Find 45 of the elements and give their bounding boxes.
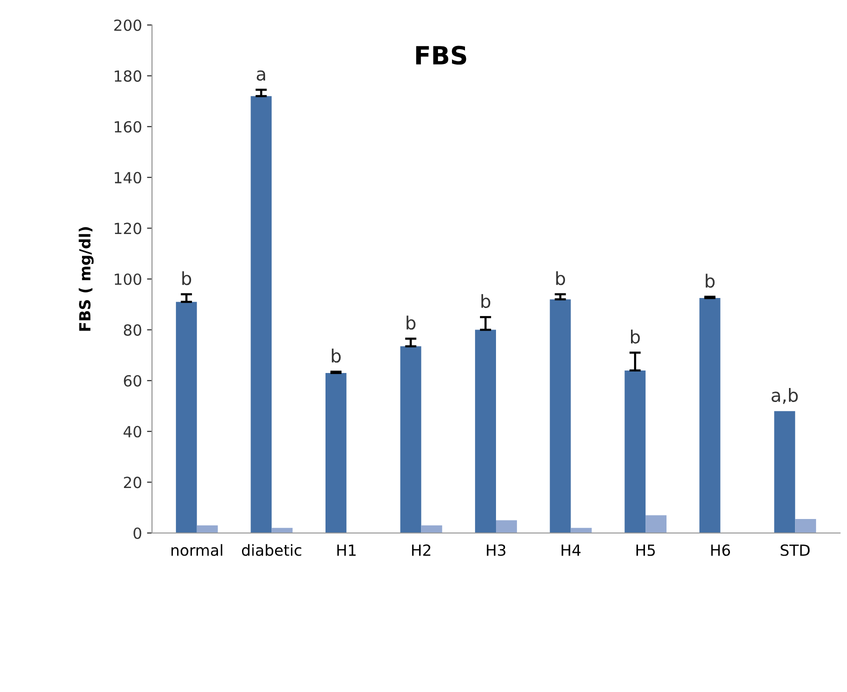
x-tick-label: H2: [412, 544, 430, 556]
bar: [774, 411, 796, 533]
y-tick-label: 60: [124, 375, 142, 387]
annotation: b: [556, 271, 566, 286]
x-tick-label: STD: [780, 544, 810, 556]
x-tick-label: H6: [711, 544, 730, 556]
bar: [400, 346, 422, 533]
bar: [196, 525, 218, 533]
x-tick-label: diabetic: [242, 544, 302, 556]
y-tick-label: 20: [124, 476, 142, 488]
text: FBS: [416, 46, 466, 65]
y-tick-label: 100: [114, 273, 142, 286]
y-tick-label: 140: [114, 172, 142, 184]
annotation: b: [406, 316, 416, 330]
annotation: a: [256, 70, 266, 81]
bar: [475, 330, 496, 533]
x-tick-label: H5: [636, 544, 655, 556]
x-tick-label: H1: [337, 544, 356, 556]
y-axis-title: FBS ( mg/dl): [78, 227, 94, 331]
bar: [421, 525, 442, 533]
y-tick-label: 120: [114, 222, 142, 234]
x-tick-label: normal: [171, 544, 222, 556]
annotation: b: [631, 330, 640, 344]
bar: [646, 515, 667, 533]
bar: [624, 370, 646, 533]
y-tick-label: 200: [114, 19, 142, 32]
bar: [795, 519, 816, 533]
bar: [496, 520, 517, 533]
bar: [699, 298, 720, 533]
bar: [176, 302, 197, 533]
bar: [250, 96, 272, 533]
bar: [550, 299, 571, 533]
y-tick-label: 160: [114, 121, 142, 133]
x-tick-label: H3: [486, 544, 506, 556]
annotation: b: [706, 274, 715, 288]
annotation: b: [332, 348, 341, 363]
annotation: b: [182, 271, 192, 286]
bar: [325, 372, 346, 533]
annotation: b: [481, 294, 490, 308]
y-tick-label: 80: [124, 324, 142, 336]
y-tick-label: 0: [134, 527, 142, 540]
x-tick-label: H4: [562, 544, 581, 556]
annotation: a,b: [772, 388, 798, 404]
y-tick-label: 40: [124, 426, 142, 438]
y-tick-label: 180: [114, 70, 142, 82]
